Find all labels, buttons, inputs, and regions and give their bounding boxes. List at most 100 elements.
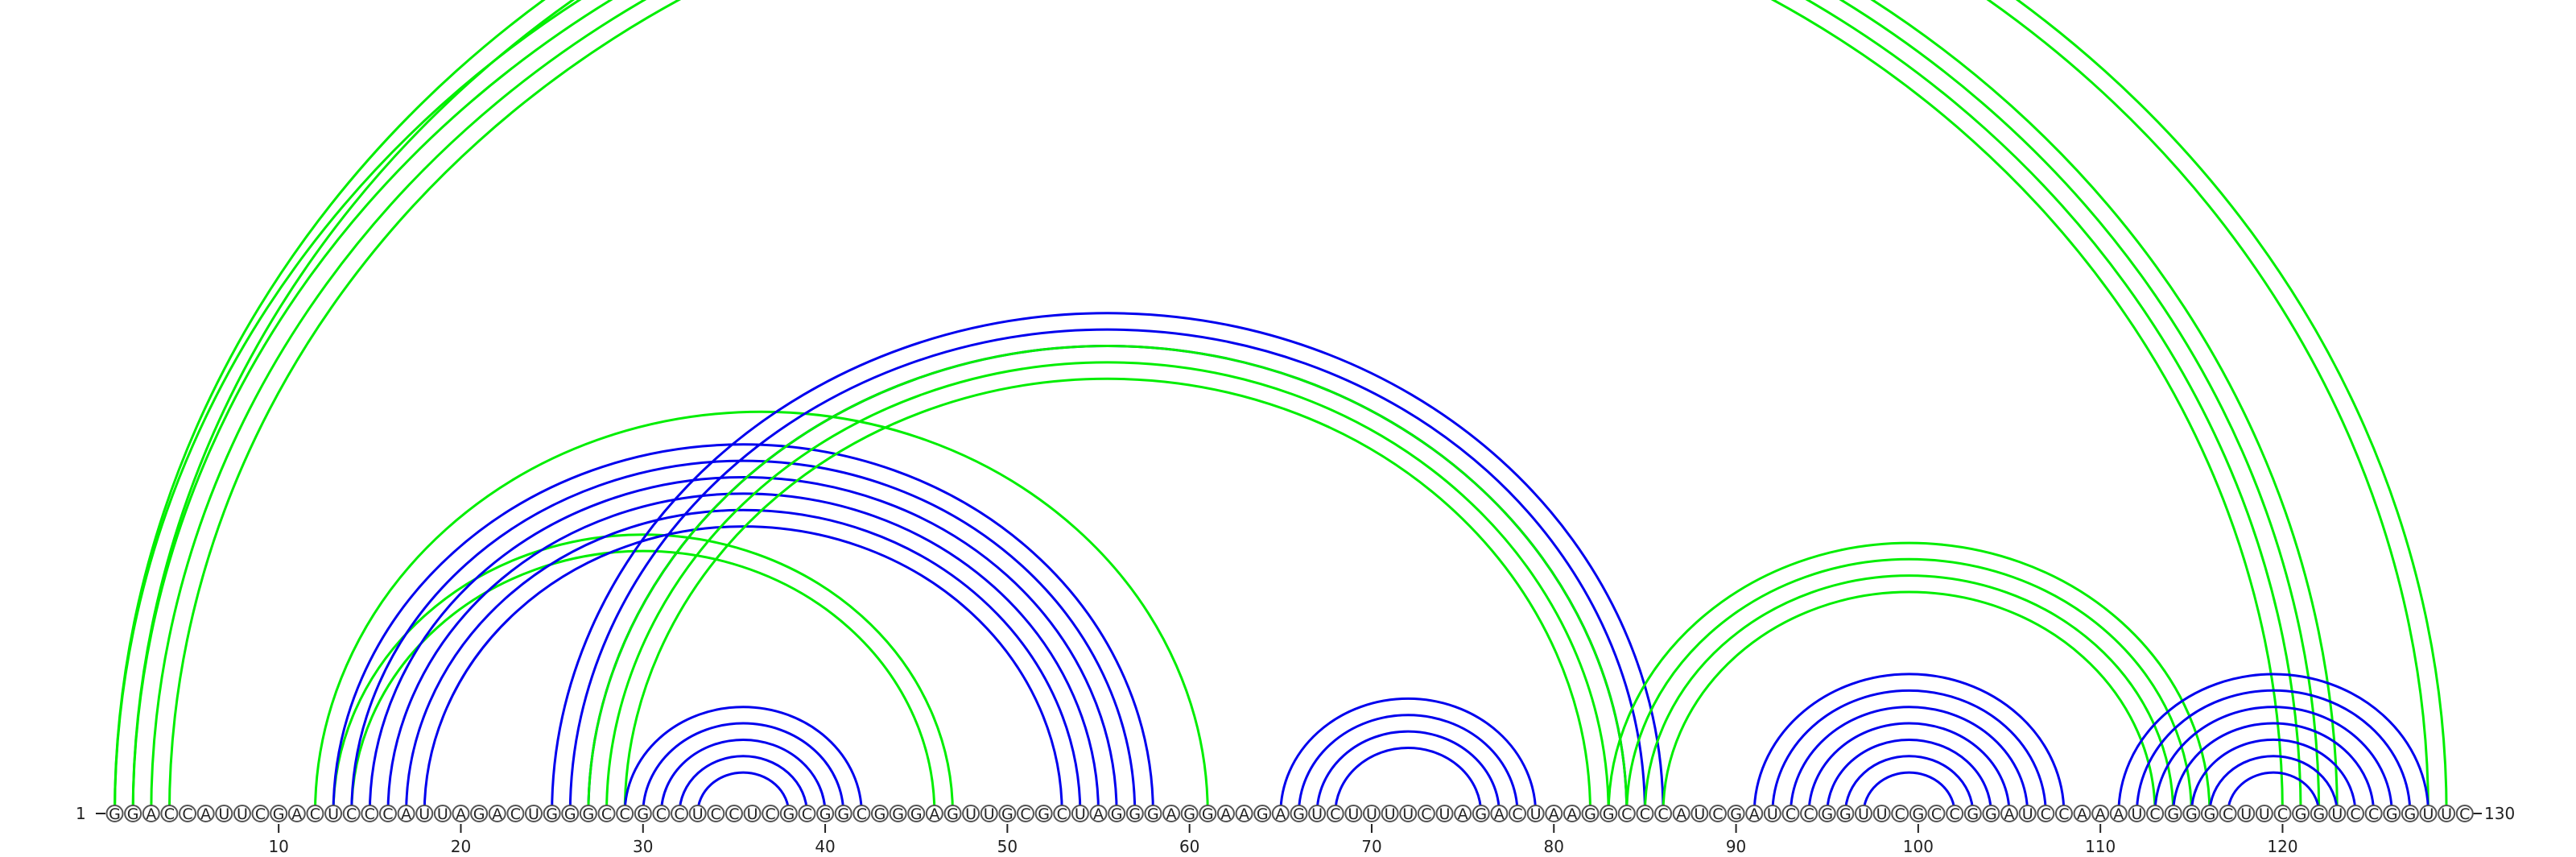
nucleotide-letter: C bbox=[365, 805, 375, 823]
nucleotide-letter: G bbox=[2313, 805, 2325, 823]
nucleotide-letter: C bbox=[164, 805, 175, 823]
nucleotide-circle bbox=[2128, 805, 2146, 822]
nucleotide-circle bbox=[889, 805, 907, 822]
nucleotide-circle bbox=[2346, 805, 2364, 822]
nucleotide-letter: C bbox=[382, 805, 393, 823]
nucleotide-letter: G bbox=[273, 805, 285, 823]
nucleotide-circle bbox=[1745, 805, 1764, 822]
nucleotide-circle bbox=[688, 805, 707, 822]
nucleotide-circle bbox=[2000, 805, 2019, 822]
nucleotide-circle bbox=[1108, 805, 1126, 822]
nucleotide-letter: C bbox=[2058, 805, 2069, 823]
nucleotide-letter: G bbox=[1293, 805, 1305, 823]
nucleotide-circle bbox=[579, 805, 597, 822]
nucleotide-circle bbox=[1927, 805, 1946, 822]
nucleotide-circle bbox=[342, 805, 361, 822]
nucleotide-circle bbox=[2219, 805, 2237, 822]
nucleotide-letter: U bbox=[528, 805, 539, 823]
nucleotide-circle bbox=[1490, 805, 1509, 822]
nucleotide-letter: U bbox=[984, 805, 995, 823]
nucleotide-circle bbox=[415, 805, 434, 822]
base-pair-arc bbox=[1826, 738, 1992, 814]
base-pair-arc bbox=[332, 533, 954, 814]
nucleotide-circle bbox=[1891, 805, 1909, 822]
nucleotide-letter: C bbox=[1895, 805, 1905, 823]
nucleotide-letter: G bbox=[1475, 805, 1487, 823]
nucleotide-circle bbox=[1982, 805, 2000, 822]
nucleotide-circle bbox=[1362, 805, 1381, 822]
nucleotide-letter: G bbox=[2405, 805, 2417, 823]
base-pair-arc bbox=[551, 312, 1665, 814]
start-label: 1 bbox=[76, 804, 86, 823]
nucleotide-letter: C bbox=[1931, 805, 1942, 823]
nucleotide-circle bbox=[852, 805, 871, 822]
ruler-tick-label: 110 bbox=[2085, 837, 2116, 856]
base-pair-arc bbox=[405, 508, 1082, 814]
base-pair-arc bbox=[131, 0, 2430, 814]
nucleotide-letter: G bbox=[637, 805, 649, 823]
nucleotide-letter: C bbox=[182, 805, 192, 823]
nucleotide-letter: U bbox=[1311, 805, 1323, 823]
nucleotide-letter: U bbox=[1385, 805, 1396, 823]
nucleotide-circle bbox=[2054, 805, 2073, 822]
nucleotide-circle bbox=[1545, 805, 1563, 822]
end-label: 130 bbox=[2484, 804, 2515, 823]
nucleotide-circle bbox=[2164, 805, 2182, 822]
nucleotide-letter: G bbox=[819, 805, 832, 823]
nucleotide-letter: A bbox=[2077, 805, 2087, 823]
nucleotide-circle bbox=[1199, 805, 1217, 822]
nucleotide-circle bbox=[1690, 805, 1709, 822]
nucleotide-circle bbox=[1435, 805, 1454, 822]
nucleotide-circle bbox=[270, 805, 288, 822]
nucleotide-letter: C bbox=[656, 805, 667, 823]
nucleotide-letter: C bbox=[857, 805, 867, 823]
nucleotide-circle bbox=[1180, 805, 1199, 822]
base-pair-arc bbox=[1862, 771, 1956, 814]
base-pair-arc bbox=[1625, 557, 2193, 814]
nucleotide-circle bbox=[378, 805, 397, 822]
nucleotide-letter: A bbox=[2004, 805, 2015, 823]
nucleotide-letter: C bbox=[1421, 805, 1431, 823]
base-pair-arc bbox=[2208, 755, 2339, 814]
nucleotide-letter: A bbox=[200, 805, 211, 823]
nucleotide-letter: A bbox=[2113, 805, 2124, 823]
nucleotide-letter: C bbox=[1803, 805, 1814, 823]
nucleotide-circle bbox=[762, 805, 780, 822]
base-pair-arc bbox=[167, 0, 2284, 814]
nucleotide-letter: C bbox=[766, 805, 776, 823]
base-pair-arc bbox=[642, 722, 845, 814]
nucleotide-letter: C bbox=[1657, 805, 1668, 823]
base-pair-arc bbox=[114, 0, 2448, 814]
base-pair-arc bbox=[1843, 755, 1975, 814]
nucleotide-letter: G bbox=[1183, 805, 1195, 823]
ruler-tick-label: 40 bbox=[815, 837, 835, 856]
nucleotide-letter: U bbox=[2240, 805, 2252, 823]
base-pair-arc bbox=[587, 345, 1629, 814]
nucleotide-circle bbox=[671, 805, 689, 822]
base-pair-arc bbox=[2135, 689, 2412, 814]
base-pair-arc bbox=[1297, 714, 1519, 814]
nucleotide-letter: G bbox=[1967, 805, 1979, 823]
base-pair-arc bbox=[423, 525, 1063, 814]
nucleotide-circle bbox=[1290, 805, 1308, 822]
nucleotide-circle bbox=[907, 805, 926, 822]
nucleotide-letter: G bbox=[1603, 805, 1615, 823]
nucleotide-letter: U bbox=[237, 805, 248, 823]
nucleotide-circle bbox=[1708, 805, 1727, 822]
nucleotide-circle bbox=[1617, 805, 1636, 822]
nucleotide-letter: G bbox=[1985, 805, 1997, 823]
nucleotide-circle bbox=[1672, 805, 1690, 822]
nucleotide-circle bbox=[2109, 805, 2128, 822]
nucleotide-letter: G bbox=[2386, 805, 2398, 823]
nucleotide-letter: U bbox=[1876, 805, 1888, 823]
nucleotide-circle bbox=[2273, 805, 2292, 822]
nucleotide-letter: G bbox=[583, 805, 595, 823]
nucleotide-letter: G bbox=[564, 805, 576, 823]
base-pair-arc bbox=[1789, 706, 2029, 814]
nucleotide-circle bbox=[1581, 805, 1600, 822]
base-pair-arc bbox=[1752, 673, 2066, 814]
nucleotide-letter: C bbox=[346, 805, 357, 823]
base-pair-arc bbox=[1771, 689, 2047, 814]
nucleotide-circle bbox=[1089, 805, 1108, 822]
